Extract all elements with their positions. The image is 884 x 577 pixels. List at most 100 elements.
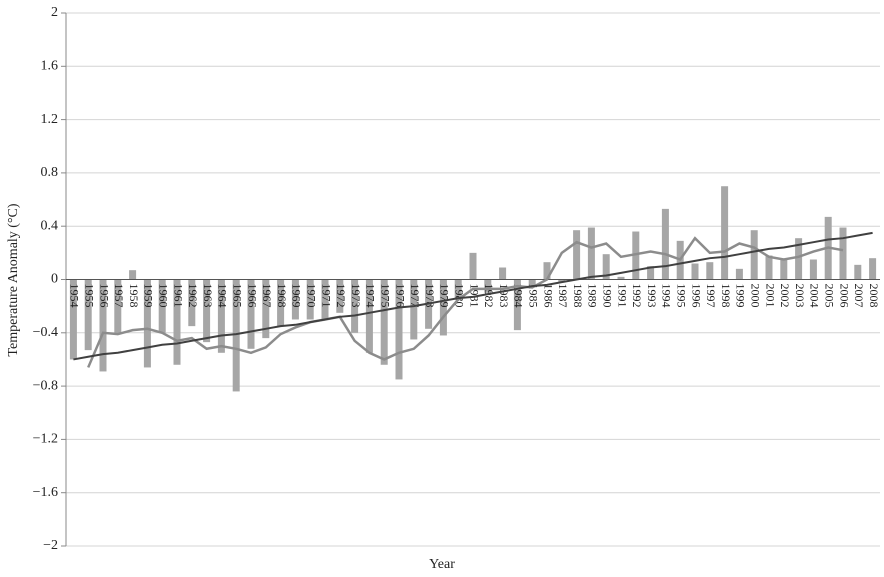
bar: [129, 270, 137, 280]
bar: [528, 279, 536, 287]
x-tick-label: 1992: [630, 284, 644, 308]
x-tick-label: 2002: [778, 284, 792, 308]
line: [87, 236, 844, 368]
x-tick-label: 1979: [438, 284, 452, 308]
x-tick-label: 1966: [245, 284, 259, 308]
x-tick-label: 2006: [837, 284, 851, 308]
y-tick-label: −2: [43, 538, 58, 553]
x-tick-label: 1997: [704, 284, 718, 308]
x-tick-label: 1989: [586, 284, 600, 308]
bar: [247, 279, 255, 349]
bar: [351, 279, 359, 333]
x-tick-label: 1999: [734, 284, 748, 308]
bar: [188, 279, 196, 327]
bar: [647, 266, 655, 280]
x-tick-label: 2007: [852, 284, 866, 308]
bar: [69, 279, 77, 360]
x-tick-label: 1973: [349, 284, 363, 308]
bar: [143, 279, 151, 368]
x-tick-label: 1986: [541, 284, 555, 308]
x-tick-label: 1993: [645, 284, 659, 308]
bar: [173, 279, 181, 365]
y-tick-label: 1.2: [41, 112, 59, 127]
y-tick-label: 0.8: [41, 165, 59, 180]
y-tick-label: 1.6: [41, 59, 59, 74]
x-tick-label: 1968: [275, 284, 289, 308]
x-tick-label: 1960: [156, 284, 170, 308]
bar: [587, 227, 595, 280]
x-tick-label: 1987: [556, 284, 570, 308]
x-tick-label: 1967: [260, 284, 274, 308]
bar: [661, 208, 669, 280]
bar: [291, 279, 299, 320]
bar: [543, 262, 551, 280]
y-tick-label: 0.4: [41, 218, 59, 233]
bar: [513, 279, 521, 331]
x-tick-label: 1994: [660, 284, 674, 308]
bar: [306, 279, 314, 320]
bar: [735, 268, 743, 280]
bar: [484, 279, 492, 293]
x-tick-label: 1965: [230, 284, 244, 308]
y-tick-label: −0.4: [33, 325, 58, 340]
y-tick-label: 0: [51, 272, 58, 287]
y-tick-label: −1.6: [33, 485, 58, 500]
bar: [721, 186, 729, 280]
bar: [365, 279, 373, 353]
bar: [158, 279, 166, 333]
x-tick-label: 1977: [408, 284, 422, 308]
x-tick-label: 2003: [793, 284, 807, 308]
bar: [617, 276, 625, 280]
x-tick-label: 1985: [526, 284, 540, 308]
bar: [321, 279, 329, 320]
bar: [84, 279, 92, 351]
bar: [217, 279, 225, 353]
x-tick-label: 1963: [201, 284, 215, 308]
bar: [765, 255, 773, 280]
x-tick-label: 1954: [68, 284, 82, 308]
x-tick-label: 1970: [304, 284, 318, 308]
bar: [839, 227, 847, 280]
bar: [809, 259, 817, 280]
y-tick-label: −0.8: [33, 378, 58, 393]
line: [73, 231, 873, 361]
x-tick-label: 2008: [867, 284, 881, 308]
bar: [469, 252, 477, 280]
bar: [395, 279, 403, 380]
bar: [795, 238, 803, 280]
x-tick-label: 1957: [112, 284, 126, 308]
x-tick-label: 1990: [600, 284, 614, 308]
bar: [706, 262, 714, 280]
x-tick-label: 1958: [127, 284, 141, 308]
bar: [203, 279, 211, 343]
bar: [854, 264, 862, 280]
x-tick-label: 1956: [97, 284, 111, 308]
bar: [114, 279, 122, 335]
bar: [499, 267, 507, 280]
y-tick-label: 2: [51, 5, 58, 20]
x-tick-label: 1991: [615, 284, 629, 308]
x-tick-label: 2005: [822, 284, 836, 308]
x-tick-label: 1961: [171, 284, 185, 308]
bar: [454, 279, 462, 300]
x-tick-label: 1995: [674, 284, 688, 308]
x-tick-label: 1988: [571, 284, 585, 308]
y-axis-label: Temperature Anomaly (°C): [6, 203, 21, 356]
x-tick-label: 2001: [763, 284, 777, 308]
bar: [691, 263, 699, 280]
bar: [750, 230, 758, 280]
x-tick-label: 1972: [334, 284, 348, 308]
bar: [602, 254, 610, 280]
bar: [232, 279, 240, 392]
x-tick-label: 1996: [689, 284, 703, 308]
bar: [558, 279, 566, 283]
bar: [573, 230, 581, 280]
x-tick-label: 1976: [393, 284, 407, 308]
x-tick-label: 2000: [748, 284, 762, 308]
x-tick-label: 1959: [142, 284, 156, 308]
y-tick-label: −1.2: [33, 432, 58, 447]
bar: [439, 279, 447, 336]
bar: [780, 259, 788, 280]
